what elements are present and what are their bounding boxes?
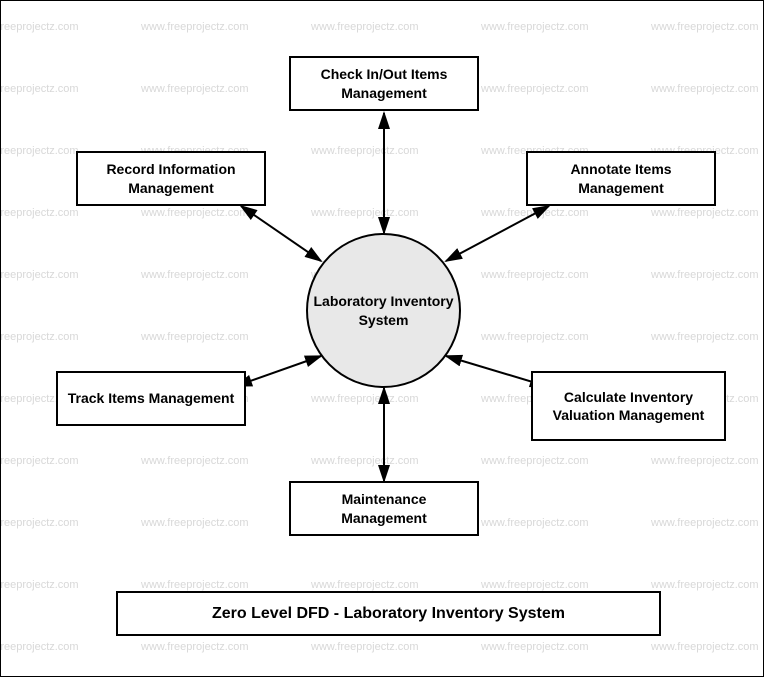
node-annotate: Annotate Items Management: [526, 151, 716, 206]
diagram-title-label: Zero Level DFD - Laboratory Inventory Sy…: [212, 605, 565, 623]
diagram-canvas: www.freeprojectz.com www.freeprojectz.com…: [0, 0, 764, 677]
watermark-text: www.freeprojectz.com: [481, 517, 589, 529]
watermark-text: www.freeprojectz.com: [311, 21, 419, 33]
node-calc: Calculate Inventory Valuation Management: [531, 371, 726, 441]
watermark-text: www.freeprojectz.com: [141, 21, 249, 33]
watermark-text: www.freeprojectz.com: [141, 517, 249, 529]
watermark-text: www.freeprojectz.com: [481, 207, 589, 219]
arrow-annotate: [446, 206, 549, 261]
watermark-text: www.freeprojectz.com: [651, 331, 759, 343]
watermark-text: www.freeprojectz.com: [141, 207, 249, 219]
watermark-text: www.freeprojectz.com: [311, 579, 419, 591]
node-maint: Maintenance Management: [289, 481, 479, 536]
node-label: Maintenance Management: [297, 490, 471, 526]
watermark-text: www.freeprojectz.com: [481, 21, 589, 33]
center-process: Laboratory Inventory System: [306, 233, 461, 388]
watermark-text: www.freeprojectz.com: [651, 455, 759, 467]
watermark-text: www.freeprojectz.com: [311, 455, 419, 467]
watermark-text: www.freeprojectz.com: [0, 145, 79, 157]
diagram-title-box: Zero Level DFD - Laboratory Inventory Sy…: [116, 591, 661, 636]
node-checkin: Check In/Out Items Management: [289, 56, 479, 111]
node-label: Track Items Management: [68, 389, 235, 407]
watermark-text: www.freeprojectz.com: [481, 331, 589, 343]
node-label: Record Information Management: [84, 160, 258, 196]
watermark-text: www.freeprojectz.com: [651, 641, 759, 653]
watermark-text: www.freeprojectz.com: [651, 21, 759, 33]
watermark-text: www.freeprojectz.com: [0, 455, 79, 467]
watermark-text: www.freeprojectz.com: [141, 83, 249, 95]
arrow-record: [241, 206, 321, 261]
watermark-text: www.freeprojectz.com: [0, 83, 79, 95]
node-label: Annotate Items Management: [534, 160, 708, 196]
watermark-text: www.freeprojectz.com: [141, 269, 249, 281]
watermark-text: www.freeprojectz.com: [0, 331, 79, 343]
arrow-track: [236, 356, 321, 386]
watermark-text: www.freeprojectz.com: [0, 207, 79, 219]
watermark-text: www.freeprojectz.com: [0, 579, 79, 591]
watermark-text: www.freeprojectz.com: [141, 641, 249, 653]
watermark-text: www.freeprojectz.com: [481, 641, 589, 653]
watermark-text: www.freeprojectz.com: [0, 641, 79, 653]
node-record: Record Information Management: [76, 151, 266, 206]
watermark-text: www.freeprojectz.com: [481, 455, 589, 467]
watermark-text: www.freeprojectz.com: [651, 269, 759, 281]
watermark-text: www.freeprojectz.com: [0, 21, 79, 33]
watermark-text: www.freeprojectz.com: [311, 393, 419, 405]
watermark-text: www.freeprojectz.com: [311, 207, 419, 219]
watermark-text: www.freeprojectz.com: [311, 145, 419, 157]
watermark-text: www.freeprojectz.com: [141, 331, 249, 343]
node-label: Calculate Inventory Valuation Management: [539, 388, 718, 424]
watermark-text: www.freeprojectz.com: [481, 269, 589, 281]
watermark-text: www.freeprojectz.com: [0, 269, 79, 281]
watermark-text: www.freeprojectz.com: [651, 517, 759, 529]
watermark-text: www.freeprojectz.com: [481, 83, 589, 95]
watermark-text: www.freeprojectz.com: [651, 83, 759, 95]
watermark-text: www.freeprojectz.com: [481, 579, 589, 591]
watermark-text: www.freeprojectz.com: [651, 579, 759, 591]
watermark-text: www.freeprojectz.com: [0, 517, 79, 529]
watermark-text: www.freeprojectz.com: [311, 641, 419, 653]
center-process-label: Laboratory Inventory System: [308, 292, 459, 328]
node-track: Track Items Management: [56, 371, 246, 426]
watermark-text: www.freeprojectz.com: [651, 207, 759, 219]
node-label: Check In/Out Items Management: [297, 65, 471, 101]
watermark-text: www.freeprojectz.com: [141, 455, 249, 467]
watermark-text: www.freeprojectz.com: [141, 579, 249, 591]
